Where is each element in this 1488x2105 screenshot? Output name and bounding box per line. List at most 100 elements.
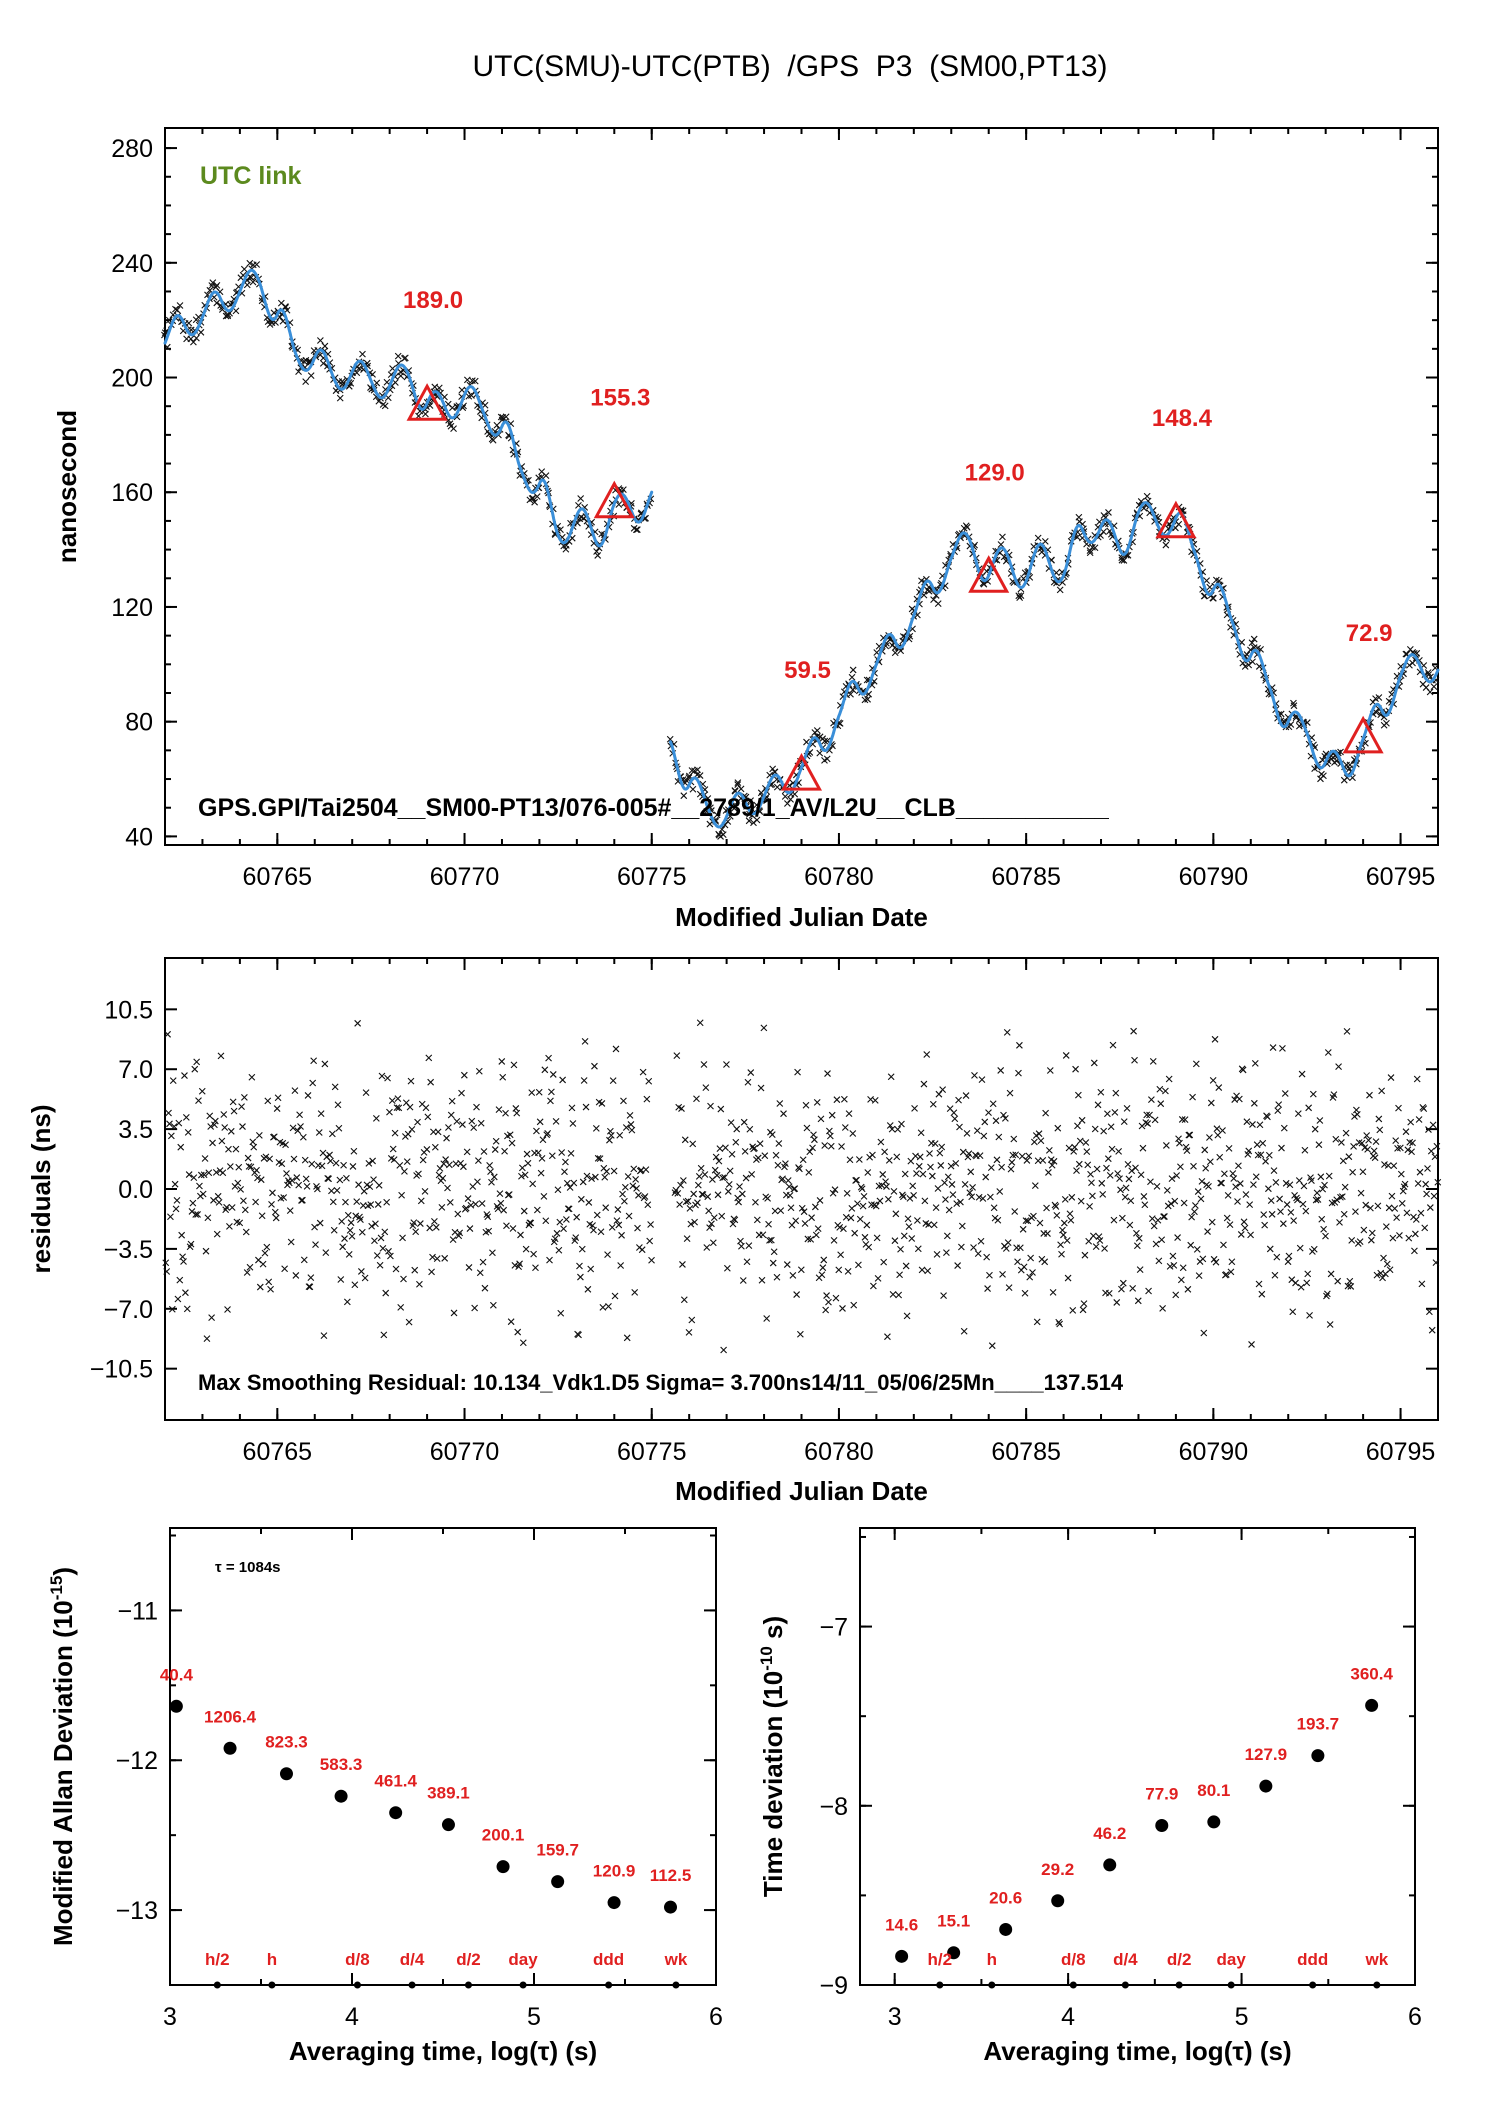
data-point: [884, 1195, 892, 1203]
data-point: [1065, 1144, 1073, 1152]
data-point: [184, 1129, 192, 1136]
data-point: [607, 1896, 621, 1910]
data-point: [338, 378, 346, 385]
data-point: [1357, 1189, 1365, 1197]
data-point: [1332, 1135, 1340, 1143]
data-point: [1174, 1234, 1181, 1241]
time-mark: [988, 1981, 996, 1989]
data-point: [1297, 1283, 1305, 1291]
data-point: [1370, 1147, 1378, 1155]
data-point: [443, 1134, 450, 1142]
data-point: [849, 1130, 857, 1137]
data-point: [732, 1138, 740, 1146]
time-mark-label: h: [987, 1950, 997, 1969]
data-point: [1033, 1318, 1041, 1326]
data-point: [343, 1174, 350, 1182]
data-point: [1267, 1197, 1275, 1204]
data-point: [1008, 1158, 1016, 1166]
data-point: [947, 1946, 961, 1960]
data-point: [1143, 1111, 1151, 1119]
data-point: [489, 1301, 497, 1309]
data-point: [167, 1132, 175, 1140]
x-tick-label: 60780: [804, 863, 874, 891]
data-point: [458, 1089, 465, 1097]
y-tick-label: 40: [125, 823, 153, 851]
data-point: [414, 1118, 421, 1126]
data-point: [1119, 1279, 1127, 1287]
data-point: [1131, 1056, 1138, 1064]
fit-line: [669, 501, 1440, 829]
data-point: [196, 1182, 203, 1190]
data-point: [1056, 1320, 1064, 1328]
data-point: [724, 1188, 732, 1195]
data-point: [1290, 1217, 1298, 1225]
data-point: [340, 1161, 347, 1169]
data-point: [289, 1124, 297, 1132]
data-point: [1372, 1138, 1380, 1145]
data-point: [1235, 1162, 1242, 1170]
data-point: [644, 1201, 652, 1209]
data-point: [1337, 1193, 1344, 1201]
data-point: [1248, 639, 1256, 647]
data-point: [204, 1214, 212, 1222]
data-point: [248, 1073, 256, 1081]
data-point: [540, 1192, 548, 1200]
data-point: [695, 1172, 703, 1180]
data-point: [1099, 1191, 1107, 1198]
data-point: [728, 1150, 736, 1158]
data-point: [777, 1207, 785, 1215]
data-point: [1424, 669, 1432, 676]
data-point: [588, 1175, 596, 1183]
data-point: [1086, 1203, 1093, 1210]
x-tick-label: 60765: [243, 1438, 313, 1466]
point-label: 29.2: [1041, 1860, 1074, 1879]
data-point: [407, 1077, 415, 1085]
data-point: [1091, 1125, 1099, 1133]
data-point: [734, 781, 742, 788]
data-point: [1353, 1110, 1361, 1118]
y-axis-label: Modified Allan Deviation (10-15): [47, 1567, 78, 1946]
data-point: [1235, 1095, 1243, 1103]
data-point: [530, 1250, 537, 1258]
data-point: [1143, 492, 1151, 500]
data-point: [527, 1219, 535, 1227]
data-point: [1322, 1232, 1329, 1240]
data-point: [738, 1190, 746, 1198]
data-point: [1162, 1087, 1169, 1095]
y-axis-label-main: Time deviation (10: [758, 1671, 788, 1897]
data-point: [1416, 1168, 1424, 1176]
data-point: [555, 1246, 563, 1254]
data-point: [1120, 557, 1128, 564]
data-point: [591, 1173, 599, 1181]
data-point: [1241, 663, 1249, 670]
data-point: [397, 1303, 405, 1311]
data-point: [1191, 1202, 1199, 1209]
data-point: [697, 1164, 705, 1172]
data-point: [773, 783, 781, 791]
data-point: [355, 364, 363, 372]
data-point: [727, 1119, 735, 1127]
point-label: 46.2: [1093, 1824, 1126, 1843]
data-point: [1356, 1238, 1364, 1246]
data-point: [1101, 1245, 1108, 1252]
data-point: [1294, 1110, 1302, 1118]
data-point: [747, 1069, 755, 1076]
data-point: [267, 1285, 274, 1293]
data-point: [1016, 1244, 1024, 1252]
data-point: [480, 1148, 488, 1155]
data-point: [559, 1076, 567, 1084]
point-label: 823.3: [265, 1733, 308, 1752]
data-point: [491, 1146, 499, 1153]
marker-label: 148.4: [1152, 405, 1213, 432]
data-point: [398, 1191, 406, 1199]
data-point: [1259, 1139, 1267, 1147]
data-point: [844, 1268, 852, 1275]
y-axis-label-end: s): [758, 1616, 788, 1646]
data-point: [593, 548, 600, 555]
data-point: [971, 1071, 978, 1079]
data-point: [1239, 1066, 1247, 1074]
data-point: [898, 1120, 905, 1128]
data-point: [1227, 1268, 1235, 1276]
data-point: [836, 1223, 844, 1231]
data-point: [191, 1065, 199, 1073]
